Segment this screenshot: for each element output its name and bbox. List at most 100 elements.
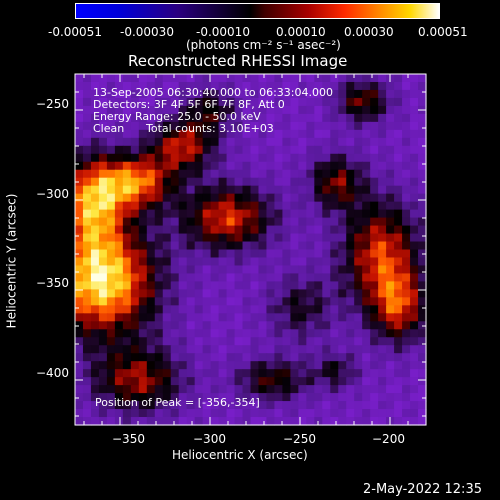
heatmap-cell — [226, 417, 236, 426]
heatmap-cell — [410, 161, 419, 171]
heatmap-cell — [146, 121, 156, 131]
heatmap-cell — [266, 193, 276, 203]
heatmap-cell — [130, 233, 140, 243]
heatmap-cell — [282, 265, 291, 275]
heatmap-cell — [370, 401, 379, 410]
heatmap-cell — [154, 409, 164, 418]
heatmap-cell — [90, 321, 100, 330]
heatmap-cell — [242, 329, 252, 338]
heatmap-cell — [178, 329, 188, 338]
heatmap-cell — [162, 105, 172, 115]
heatmap-cell — [106, 337, 116, 346]
heatmap-cell — [322, 337, 331, 346]
heatmap-cell — [114, 361, 124, 370]
heatmap-cell — [210, 313, 220, 322]
heatmap-cell — [362, 417, 371, 426]
heatmap-cell — [218, 361, 228, 370]
heatmap-cell — [338, 329, 347, 338]
heatmap-cell — [130, 417, 140, 426]
heatmap-cell — [298, 81, 307, 91]
heatmap-cell — [354, 273, 363, 283]
heatmap-cell — [330, 345, 339, 354]
heatmap-cell — [82, 273, 92, 283]
heatmap-cell — [75, 241, 84, 251]
heatmap-cell — [170, 217, 180, 227]
heatmap-cell — [106, 393, 116, 402]
heatmap-cell — [290, 97, 299, 107]
heatmap-cell — [378, 321, 387, 330]
heatmap-cell — [98, 321, 108, 330]
heatmap-cell — [418, 121, 427, 131]
heatmap-cell — [218, 185, 228, 195]
heatmap-cell — [378, 225, 387, 235]
heatmap-cell — [314, 74, 323, 83]
y-tick-label: −400 — [36, 366, 69, 380]
heatmap-cell — [410, 265, 419, 275]
heatmap-cell — [266, 97, 276, 107]
heatmap-cell — [418, 217, 427, 227]
heatmap-cell — [114, 145, 124, 155]
heatmap-cell — [330, 385, 339, 394]
heatmap-cell — [362, 297, 371, 306]
heatmap-cell — [314, 233, 323, 243]
heatmap-cell — [114, 385, 124, 394]
heatmap-cell — [250, 409, 260, 418]
heatmap-cell — [370, 345, 379, 354]
heatmap-cell — [146, 113, 156, 123]
heatmap-cell — [394, 337, 403, 346]
heatmap-cell — [330, 185, 339, 195]
heatmap-cell — [346, 145, 355, 155]
heatmap-cell — [226, 377, 236, 386]
heatmap-cell — [154, 393, 164, 402]
heatmap-cell — [250, 289, 260, 298]
heatmap-cell — [258, 113, 268, 123]
heatmap-cell — [298, 169, 307, 179]
heatmap-cell — [386, 249, 395, 259]
heatmap-cell — [338, 217, 347, 227]
heatmap-cell — [122, 233, 132, 243]
heatmap-cell — [234, 305, 244, 314]
heatmap-cell — [290, 393, 299, 402]
heatmap-cell — [346, 225, 355, 235]
heatmap-cell — [338, 74, 347, 83]
heatmap-cell — [106, 305, 116, 314]
x-tick-label: −350 — [112, 432, 145, 446]
heatmap-cell — [170, 209, 180, 219]
heatmap-cell — [138, 313, 148, 322]
heatmap-cell — [306, 201, 315, 211]
heatmap-cell — [90, 105, 100, 115]
heatmap-cell — [386, 233, 395, 243]
heatmap-cell — [202, 345, 212, 354]
heatmap-cell — [322, 177, 331, 187]
heatmap-cell — [194, 289, 204, 298]
heatmap-cell — [298, 249, 307, 259]
heatmap-cell — [114, 417, 124, 426]
heatmap-cell — [162, 161, 172, 171]
heatmap-cell — [114, 217, 124, 227]
heatmap-cell — [282, 321, 291, 330]
heatmap-cell — [178, 305, 188, 314]
heatmap-cell — [202, 265, 212, 275]
heatmap-cell — [234, 257, 244, 267]
heatmap-cell — [194, 305, 204, 314]
heatmap-cell — [338, 281, 347, 290]
x-tick-label: −300 — [193, 432, 226, 446]
heatmap-cell — [378, 185, 387, 195]
heatmap-cell — [394, 145, 403, 155]
heatmap-cell — [298, 409, 307, 418]
heatmap-cell — [106, 289, 116, 298]
heatmap-cell — [386, 137, 395, 147]
heatmap-cell — [186, 201, 196, 211]
heatmap-cell — [322, 257, 331, 267]
heatmap-cell — [402, 361, 411, 370]
heatmap-cell — [138, 265, 148, 275]
heatmap-cell — [130, 353, 140, 362]
heatmap-cell — [258, 241, 268, 251]
heatmap-cell — [186, 321, 196, 330]
heatmap-cell — [330, 313, 339, 322]
heatmap-cell — [226, 393, 236, 402]
heatmap-cell — [298, 121, 307, 131]
heatmap-cell — [258, 257, 268, 267]
heatmap-cell — [234, 313, 244, 322]
heatmap-cell — [178, 209, 188, 219]
